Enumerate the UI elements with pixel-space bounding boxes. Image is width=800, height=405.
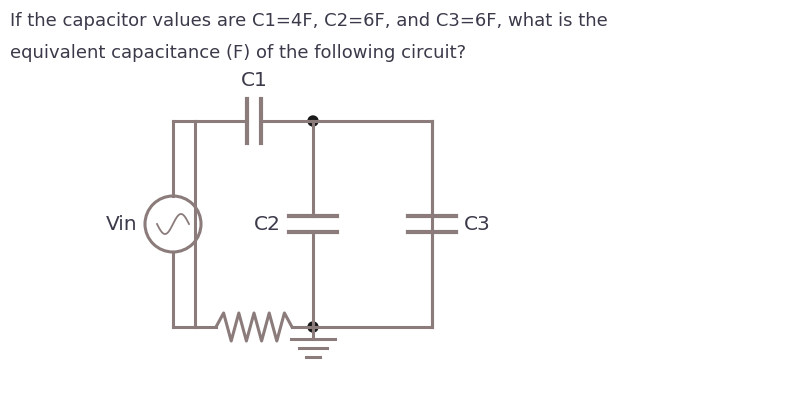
Text: C3: C3 [464,215,490,234]
Circle shape [308,322,318,332]
Text: C2: C2 [254,215,281,234]
Text: If the capacitor values are C1=4F, C2=6F, and C3=6F, what is the: If the capacitor values are C1=4F, C2=6F… [10,12,608,30]
Text: equivalent capacitance (F) of the following circuit?: equivalent capacitance (F) of the follow… [10,44,466,62]
Text: Vin: Vin [106,215,137,234]
Text: C1: C1 [241,71,267,90]
Circle shape [308,117,318,127]
